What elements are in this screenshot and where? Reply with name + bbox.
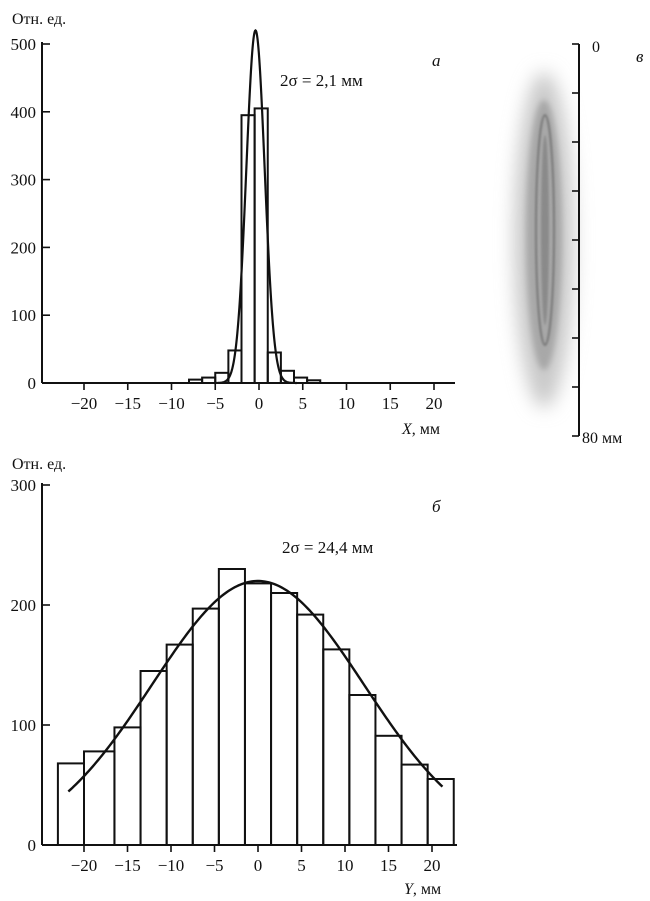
- panel-a-bars: [188, 107, 322, 384]
- x-tick-label: 5: [299, 394, 308, 413]
- histogram-bar: [83, 750, 116, 847]
- x-tick-label: −10: [158, 394, 185, 413]
- x-tick-label: −15: [114, 856, 141, 875]
- panel-a-ylabel: Отн. ед.: [12, 11, 66, 28]
- x-tick-label: 20: [426, 394, 443, 413]
- panel-a: Отн. ед. а 2σ = 2,1 мм X, мм 01002003004…: [11, 11, 455, 438]
- y-tick-label: 400: [11, 103, 37, 122]
- panel-a-axes: 0 100 200 300 400 500 −20 −15 −10 −5 0 5 10 15 20: [11, 35, 455, 413]
- histogram-bar: [113, 726, 142, 847]
- histogram-bar: [56, 762, 86, 847]
- x-tick-label: −20: [71, 856, 98, 875]
- x-tick-label: −5: [206, 394, 224, 413]
- x-tick-label: −10: [158, 856, 185, 875]
- x-tick-label: 5: [297, 856, 306, 875]
- histogram-bar: [400, 763, 429, 846]
- histogram-bar: [296, 613, 325, 846]
- histogram-bar: [348, 694, 377, 846]
- x-tick-label: 20: [424, 856, 441, 875]
- x-tick-label: 0: [255, 394, 264, 413]
- x-tick-label: 10: [338, 394, 355, 413]
- histogram-bar: [426, 778, 455, 846]
- panel-a-letter: а: [432, 51, 441, 70]
- y-tick-label: 200: [11, 238, 37, 257]
- panel-b: Отн. ед. б 2σ = 24,4 мм Y, мм 0100200300…: [11, 456, 457, 898]
- histogram-bar: [253, 107, 269, 384]
- y-tick-label: 500: [11, 35, 37, 54]
- histogram-bar: [165, 643, 194, 846]
- panel-a-fit-curve: [214, 28, 297, 385]
- histogram-bar: [270, 592, 299, 846]
- y-tick-label: 300: [11, 476, 37, 495]
- panel-v-scale: [572, 43, 580, 437]
- panel-b-ylabel: Отн. ед.: [12, 456, 66, 473]
- y-tick-label: 200: [11, 596, 37, 615]
- panel-v-scale-top-label: 0: [592, 39, 600, 56]
- histogram-bar: [191, 607, 220, 846]
- y-tick-label: 0: [28, 836, 37, 855]
- histogram-bar: [201, 376, 217, 384]
- y-tick-label: 300: [11, 171, 37, 190]
- panel-v-scale-bottom-label: 80 мм: [582, 430, 622, 447]
- panel-v-letter: в: [636, 47, 644, 66]
- x-tick-label: −20: [71, 394, 98, 413]
- y-tick-label: 100: [11, 716, 37, 735]
- x-tick-label: −15: [114, 394, 141, 413]
- histogram-bar: [266, 351, 282, 384]
- panel-a-xlabel: X, мм: [401, 421, 440, 438]
- histogram-bar: [243, 582, 273, 847]
- x-tick-label: 15: [380, 856, 397, 875]
- histogram-bar: [188, 378, 204, 384]
- x-tick-label: 0: [254, 856, 263, 875]
- panel-b-letter: б: [432, 497, 441, 516]
- panel-a-annotation: 2σ = 2,1 мм: [280, 71, 363, 90]
- histogram-bar: [306, 379, 322, 384]
- panel-b-axes: 0 100 200 300 −20 −15 −10 −5 0 5 10 15 20: [11, 476, 457, 875]
- x-tick-label: −5: [205, 856, 223, 875]
- histogram-bar: [374, 734, 403, 846]
- x-tick-label: 10: [337, 856, 354, 875]
- panel-b-fit-curve: [67, 579, 444, 793]
- y-tick-label: 100: [11, 306, 37, 325]
- histogram-bar: [322, 648, 351, 847]
- x-tick-label: 15: [382, 394, 399, 413]
- panel-b-xlabel: Y, мм: [404, 881, 441, 898]
- beam-spot-image: [514, 72, 574, 408]
- panel-b-annotation: 2σ = 24,4 мм: [282, 538, 374, 557]
- panel-b-bars: [56, 568, 455, 847]
- panel-v: 0 80 мм в: [514, 39, 644, 447]
- histogram-bar: [217, 568, 246, 846]
- y-tick-label: 0: [28, 374, 37, 393]
